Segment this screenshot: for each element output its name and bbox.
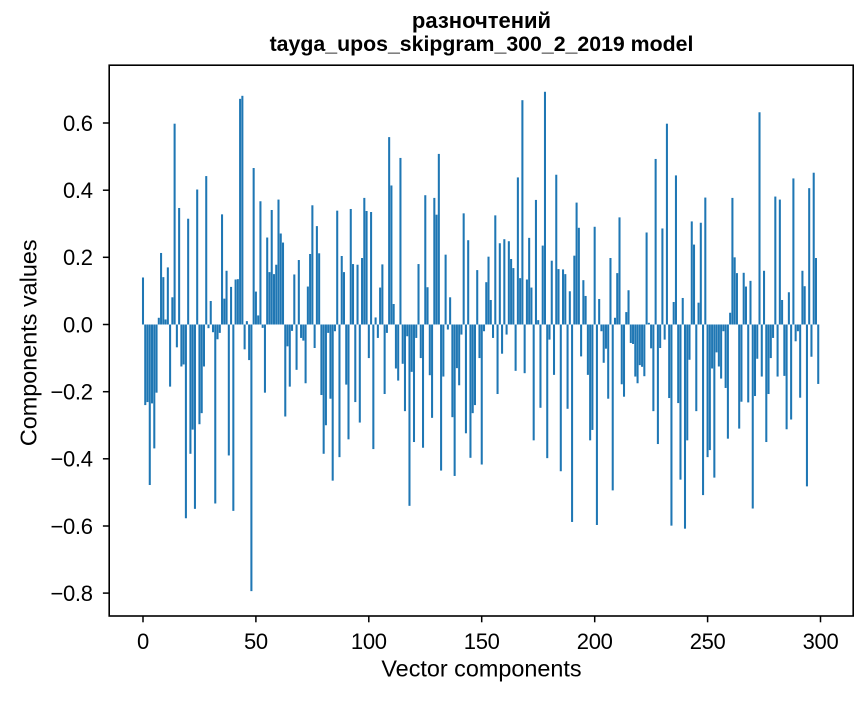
svg-text:100: 100: [351, 629, 387, 654]
svg-text:−0.2: −0.2: [50, 380, 92, 405]
svg-text:−0.6: −0.6: [50, 514, 92, 539]
svg-text:Vector components: Vector components: [381, 656, 581, 682]
svg-text:Components values: Components values: [15, 239, 41, 446]
svg-text:0.2: 0.2: [63, 245, 93, 270]
svg-text:50: 50: [244, 629, 268, 654]
svg-text:−0.4: −0.4: [50, 447, 92, 472]
svg-text:300: 300: [803, 629, 839, 654]
svg-text:250: 250: [690, 629, 726, 654]
svg-text:tayga_upos_skipgram_300_2_2019: tayga_upos_skipgram_300_2_2019 model: [270, 32, 694, 56]
svg-text:−0.8: −0.8: [50, 581, 92, 606]
svg-text:разночтений: разночтений: [412, 8, 551, 33]
svg-text:0.4: 0.4: [63, 178, 93, 203]
svg-text:150: 150: [464, 629, 500, 654]
svg-text:0: 0: [137, 629, 149, 654]
svg-text:0.0: 0.0: [63, 312, 93, 337]
svg-text:200: 200: [577, 629, 613, 654]
svg-text:0.6: 0.6: [63, 111, 93, 136]
